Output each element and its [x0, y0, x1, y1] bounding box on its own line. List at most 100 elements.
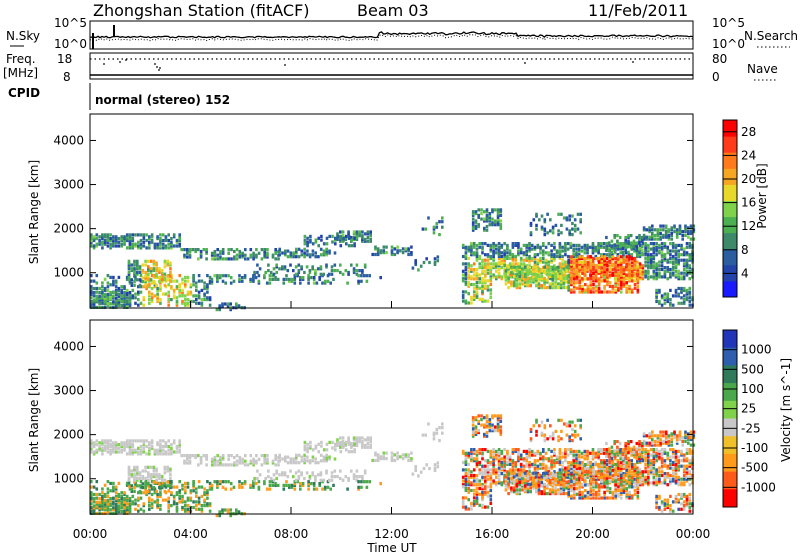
- power-cell: [515, 276, 519, 280]
- power-cell: [610, 250, 614, 254]
- power-cell: [470, 267, 473, 272]
- velocity-cell: [481, 472, 484, 476]
- power-cell: [685, 266, 689, 270]
- power-cell: [649, 254, 653, 259]
- power-cell: [467, 301, 470, 305]
- power-cell: [227, 257, 230, 261]
- power-cell: [109, 238, 112, 243]
- velocity-cell: [382, 457, 386, 461]
- velocity-cell: [497, 457, 501, 461]
- power-cell: [213, 253, 217, 257]
- power-cell: [510, 273, 513, 277]
- power-cell: [272, 267, 276, 271]
- velocity-cell: [564, 448, 567, 452]
- velocity-cell: [103, 492, 107, 497]
- power-cell: [152, 268, 156, 273]
- velocity-cell: [139, 496, 143, 500]
- power-cell: [567, 260, 570, 264]
- power-cell: [144, 263, 147, 267]
- power-cell: [316, 267, 320, 271]
- velocity-cell: [608, 470, 611, 474]
- power-cell: [614, 270, 617, 274]
- power-cell: [252, 279, 255, 283]
- velocity-cell: [474, 432, 478, 436]
- velocity-cell: [477, 414, 480, 418]
- power-cell: [663, 266, 667, 270]
- power-cell: [614, 279, 617, 283]
- power-cell: [123, 235, 126, 239]
- power-cell: [467, 245, 470, 249]
- power-cell: [142, 285, 146, 289]
- velocity-cell: [544, 464, 548, 468]
- power-cell: [194, 248, 197, 252]
- power-cell: [647, 275, 650, 279]
- power-cell: [522, 267, 526, 272]
- power-cell: [652, 249, 656, 253]
- velocity-cell: [142, 450, 146, 454]
- power-cell: [674, 245, 678, 249]
- velocity-cell: [184, 507, 187, 511]
- velocity-cell: [210, 487, 214, 491]
- power-cell: [137, 233, 140, 237]
- power-cell: [461, 269, 465, 273]
- power-cell: [282, 281, 286, 285]
- power-cell: [160, 280, 164, 284]
- velocity-cell: [374, 453, 377, 457]
- power-cell: [428, 260, 431, 265]
- power-cell: [575, 260, 579, 264]
- power-cell: [184, 303, 187, 307]
- power-cell: [475, 271, 479, 275]
- power-cell: [467, 273, 470, 277]
- power-cell: [540, 225, 544, 229]
- velocity-cell: [133, 467, 136, 471]
- power-cell: [656, 228, 660, 232]
- velocity-cell: [649, 466, 653, 470]
- power-cell: [666, 258, 669, 262]
- velocity-cell: [671, 451, 675, 455]
- freq-tick-top: 18: [57, 52, 72, 66]
- velocity-cell: [274, 482, 277, 486]
- power-cell: [518, 278, 521, 282]
- power-cell: [565, 216, 569, 220]
- velocity-cell: [572, 455, 575, 459]
- velocity-cell: [271, 459, 275, 463]
- power-cell: [472, 253, 476, 257]
- power-cell: [597, 247, 600, 251]
- power-cell: [155, 283, 158, 287]
- power-cell: [614, 283, 617, 287]
- power-cell: [339, 239, 342, 243]
- power-cell: [159, 285, 162, 289]
- power-cell: [528, 243, 531, 247]
- power-cell: [238, 277, 241, 281]
- power-cell: [669, 271, 672, 275]
- velocity-cell: [638, 483, 642, 487]
- power-cell: [517, 277, 520, 281]
- velocity-cell: [674, 468, 678, 472]
- power-cell: [148, 298, 151, 302]
- power-cell: [659, 231, 662, 236]
- power-cell: [192, 283, 195, 287]
- velocity-cell: [622, 460, 625, 465]
- velocity-cell: [674, 475, 678, 479]
- velocity-cell: [181, 507, 184, 511]
- velocity-cell: [630, 459, 633, 463]
- power-cell: [682, 249, 686, 253]
- power-cell: [138, 265, 142, 269]
- velocity-cell: [144, 469, 147, 473]
- velocity-cell: [374, 451, 377, 455]
- power-cell: [575, 264, 579, 268]
- velocity-cell: [355, 438, 359, 442]
- velocity-cell: [101, 504, 104, 508]
- velocity-cell: [542, 462, 545, 466]
- velocity-cell: [506, 453, 509, 457]
- power-cell: [170, 237, 173, 241]
- velocity-cell: [139, 480, 143, 484]
- power-cell: [613, 251, 617, 255]
- power-cell: [525, 258, 528, 262]
- power-cell: [130, 278, 134, 282]
- power-cell: [611, 255, 615, 259]
- velocity-cell: [184, 504, 187, 508]
- velocity-cell: [369, 443, 372, 447]
- power-cell: [123, 300, 126, 304]
- velocity-cell: [303, 453, 306, 457]
